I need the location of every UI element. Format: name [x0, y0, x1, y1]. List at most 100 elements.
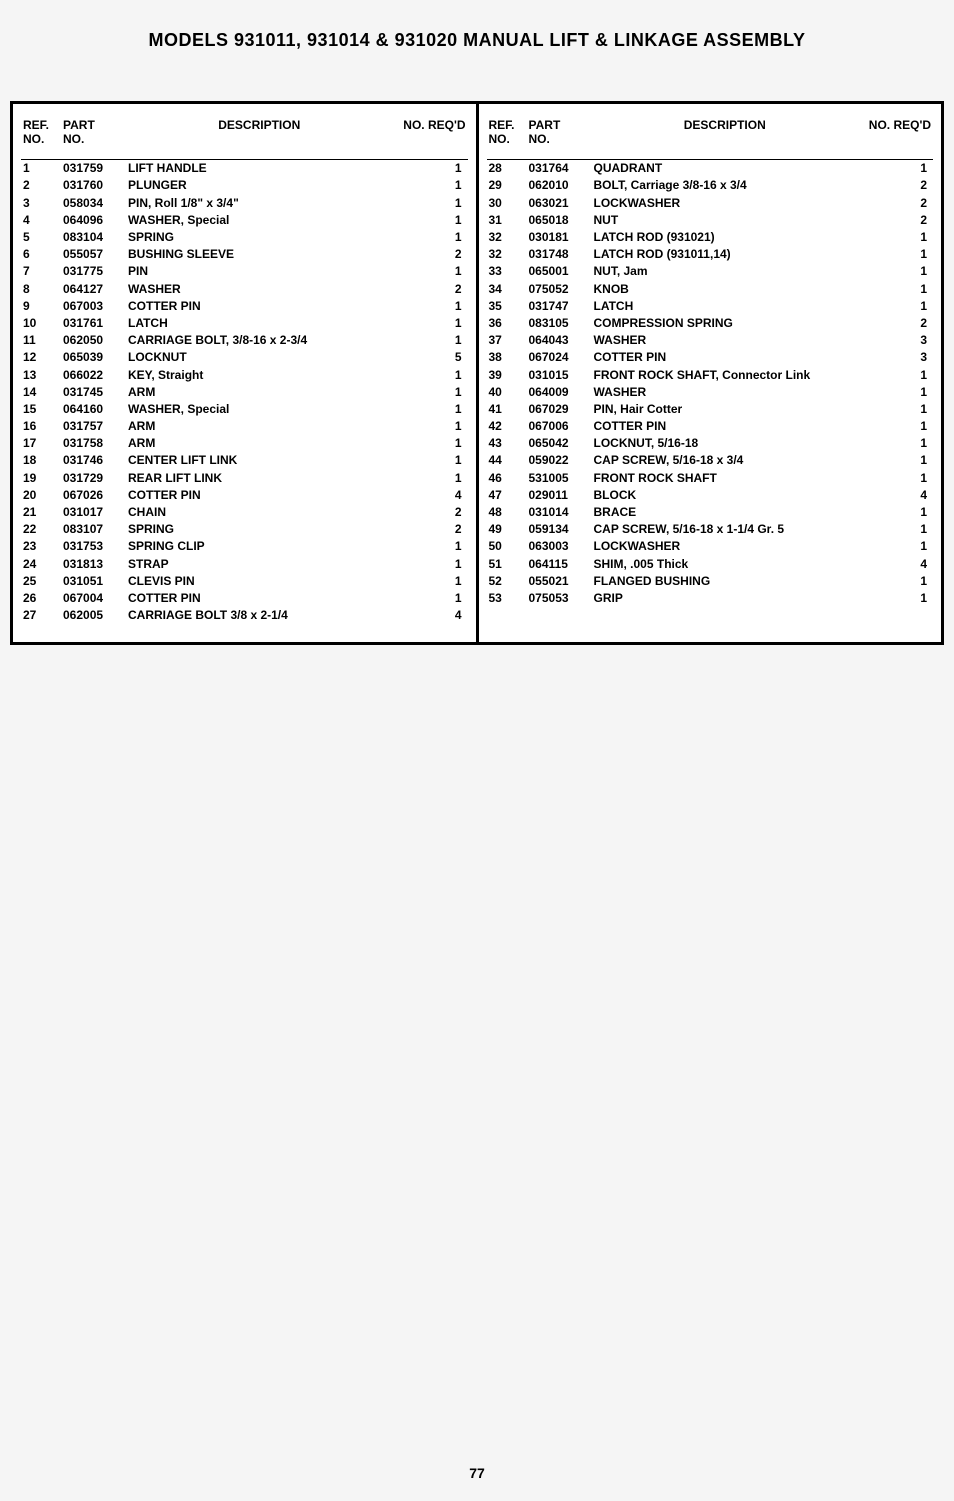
cell-part: 067003: [61, 297, 126, 314]
table-row: 48031014BRACE1: [487, 504, 934, 521]
cell-qty: 1: [393, 469, 468, 486]
cell-part: 055057: [61, 246, 126, 263]
table-row: 26067004COTTER PIN1: [21, 589, 468, 606]
cell-qty: 2: [858, 211, 933, 228]
cell-qty: 1: [858, 280, 933, 297]
cell-qty: 1: [393, 400, 468, 417]
cell-part: 031775: [61, 263, 126, 280]
cell-ref: 1: [21, 159, 61, 177]
table-row: 18031746CENTER LIFT LINK1: [21, 452, 468, 469]
cell-part: 059134: [527, 521, 592, 538]
cell-ref: 39: [487, 366, 527, 383]
cell-ref: 37: [487, 332, 527, 349]
cell-desc: PIN: [126, 263, 393, 280]
table-row: 21031017CHAIN2: [21, 504, 468, 521]
cell-desc: ARM: [126, 418, 393, 435]
table-row: 15064160WASHER, Special1: [21, 400, 468, 417]
cell-desc: LATCH ROD (931021): [592, 229, 859, 246]
cell-part: 067024: [527, 349, 592, 366]
cell-desc: CHAIN: [126, 504, 393, 521]
cell-part: 067029: [527, 400, 592, 417]
cell-qty: 1: [858, 229, 933, 246]
table-row: 12065039LOCKNUT5: [21, 349, 468, 366]
cell-ref: 40: [487, 383, 527, 400]
table-row: 13066022KEY, Straight1: [21, 366, 468, 383]
cell-qty: 4: [858, 555, 933, 572]
cell-qty: 1: [858, 418, 933, 435]
cell-part: 031014: [527, 504, 592, 521]
cell-qty: 1: [393, 589, 468, 606]
cell-ref: 33: [487, 263, 527, 280]
cell-qty: 2: [858, 177, 933, 194]
cell-ref: 23: [21, 538, 61, 555]
table-row: 37064043WASHER3: [487, 332, 934, 349]
cell-ref: 21: [21, 504, 61, 521]
cell-qty: 1: [393, 297, 468, 314]
table-row: 17031758ARM1: [21, 435, 468, 452]
cell-ref: 51: [487, 555, 527, 572]
cell-ref: 28: [487, 159, 527, 177]
cell-desc: LATCH: [592, 297, 859, 314]
table-row: 31065018NUT2: [487, 211, 934, 228]
cell-desc: LOCKNUT, 5/16-18: [592, 435, 859, 452]
cell-part: 059022: [527, 452, 592, 469]
cell-desc: LATCH ROD (931011,14): [592, 246, 859, 263]
cell-ref: 52: [487, 572, 527, 589]
cell-desc: CARRIAGE BOLT 3/8 x 2-1/4: [126, 607, 393, 624]
cell-desc: ARM: [126, 383, 393, 400]
table-row: 23031753SPRING CLIP1: [21, 538, 468, 555]
cell-ref: 36: [487, 314, 527, 331]
cell-desc: FRONT ROCK SHAFT: [592, 469, 859, 486]
table-row: 32030181LATCH ROD (931021)1: [487, 229, 934, 246]
cell-ref: 26: [21, 589, 61, 606]
cell-ref: 47: [487, 486, 527, 503]
cell-desc: PLUNGER: [126, 177, 393, 194]
cell-desc: KNOB: [592, 280, 859, 297]
cell-part: 055021: [527, 572, 592, 589]
table-row: 9067003COTTER PIN1: [21, 297, 468, 314]
cell-ref: 3: [21, 194, 61, 211]
cell-part: 031746: [61, 452, 126, 469]
cell-qty: 2: [393, 504, 468, 521]
cell-ref: 22: [21, 521, 61, 538]
cell-qty: 1: [393, 555, 468, 572]
cell-desc: SPRING: [126, 521, 393, 538]
cell-desc: COTTER PIN: [126, 297, 393, 314]
table-row: 30063021LOCKWASHER2: [487, 194, 934, 211]
cell-qty: 1: [858, 400, 933, 417]
table-row: 46531005FRONT ROCK SHAFT1: [487, 469, 934, 486]
cell-part: 029011: [527, 486, 592, 503]
table-row: 25031051CLEVIS PIN1: [21, 572, 468, 589]
cell-ref: 18: [21, 452, 61, 469]
cell-ref: 4: [21, 211, 61, 228]
cell-desc: COTTER PIN: [126, 486, 393, 503]
cell-ref: 12: [21, 349, 61, 366]
cell-part: 065039: [61, 349, 126, 366]
cell-part: 066022: [61, 366, 126, 383]
cell-qty: 4: [858, 486, 933, 503]
cell-ref: 16: [21, 418, 61, 435]
table-row: 43065042LOCKNUT, 5/16-181: [487, 435, 934, 452]
cell-ref: 53: [487, 589, 527, 606]
cell-desc: LIFT HANDLE: [126, 159, 393, 177]
cell-desc: COTTER PIN: [592, 349, 859, 366]
table-row: 39031015FRONT ROCK SHAFT, Connector Link…: [487, 366, 934, 383]
cell-qty: 1: [858, 469, 933, 486]
col-header-qty: NO. REQ'D: [393, 114, 468, 159]
cell-ref: 27: [21, 607, 61, 624]
cell-qty: 1: [393, 418, 468, 435]
table-row: 14031745ARM1: [21, 383, 468, 400]
table-row: 22083107SPRING2: [21, 521, 468, 538]
cell-desc: WASHER: [592, 332, 859, 349]
cell-part: 064115: [527, 555, 592, 572]
cell-ref: 48: [487, 504, 527, 521]
cell-part: 075052: [527, 280, 592, 297]
cell-part: 064043: [527, 332, 592, 349]
table-row: 44059022CAP SCREW, 5/16-18 x 3/41: [487, 452, 934, 469]
cell-qty: 1: [858, 366, 933, 383]
cell-part: 067004: [61, 589, 126, 606]
page-title: MODELS 931011, 931014 & 931020 MANUAL LI…: [10, 30, 944, 51]
table-row: 53075053GRIP1: [487, 589, 934, 606]
cell-desc: PIN, Roll 1/8" x 3/4": [126, 194, 393, 211]
table-row: 40064009WASHER1: [487, 383, 934, 400]
